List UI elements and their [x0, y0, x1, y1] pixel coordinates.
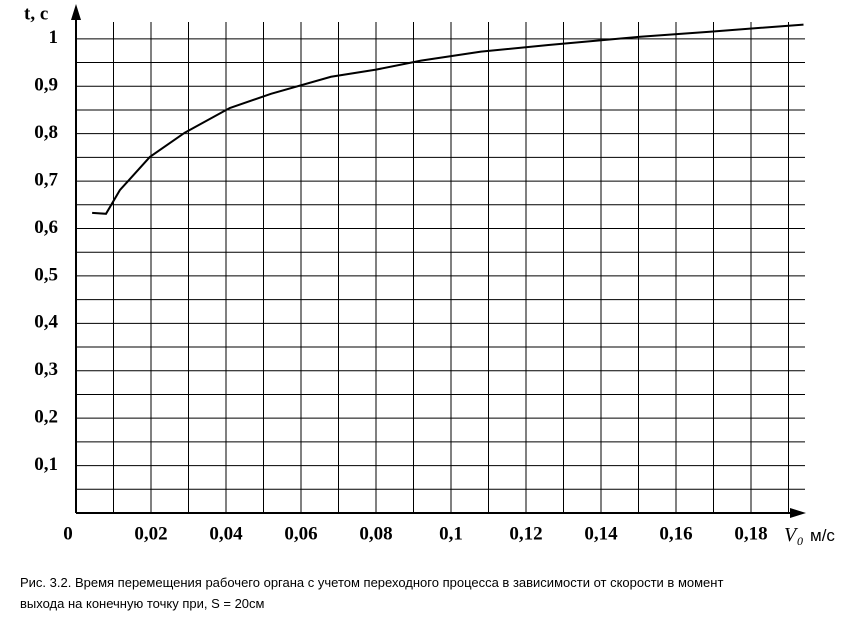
x-tick-label: 0,02: [134, 523, 167, 544]
x-tick-label: 0,14: [584, 523, 618, 544]
axes: [71, 4, 806, 518]
x-tick-label: 0,04: [209, 523, 243, 544]
x-axis-subscript: 0: [797, 534, 803, 548]
x-axis-unit: м/с: [810, 526, 835, 545]
y-axis-label: t, c: [24, 3, 48, 24]
caption: Рис. 3.2. Время перемещения рабочего орг…: [20, 575, 723, 590]
x-tick-label: 0,16: [659, 523, 692, 544]
x-tick-label: 0,06: [284, 523, 317, 544]
y-tick-label: 0,5: [34, 264, 58, 285]
y-tick-label: 0,8: [34, 122, 58, 143]
x-axis-symbol: V: [784, 524, 799, 546]
caption: выхода на конечную точку при, S = 20см: [20, 596, 265, 611]
x-tick-label: 0,18: [734, 523, 767, 544]
y-tick-label: 1: [49, 27, 59, 48]
data-line: [92, 23, 804, 215]
y-tick-label: 0,7: [34, 169, 58, 190]
x-tick-label: 0,1: [439, 523, 463, 544]
x-arrow: [790, 508, 806, 518]
y-tick-label: 0,9: [34, 75, 58, 96]
x-tick-label: 0: [63, 523, 73, 544]
x-tick-label: 0,12: [509, 523, 542, 544]
y-tick-label: 0,2: [34, 407, 58, 428]
y-tick-label: 0,6: [34, 217, 58, 238]
y-tick-label: 0,3: [34, 359, 58, 380]
y-arrow: [71, 4, 81, 20]
y-tick-label: 0,4: [34, 312, 58, 333]
x-tick-label: 0,08: [359, 523, 392, 544]
y-tick-label: 0,1: [34, 454, 58, 475]
